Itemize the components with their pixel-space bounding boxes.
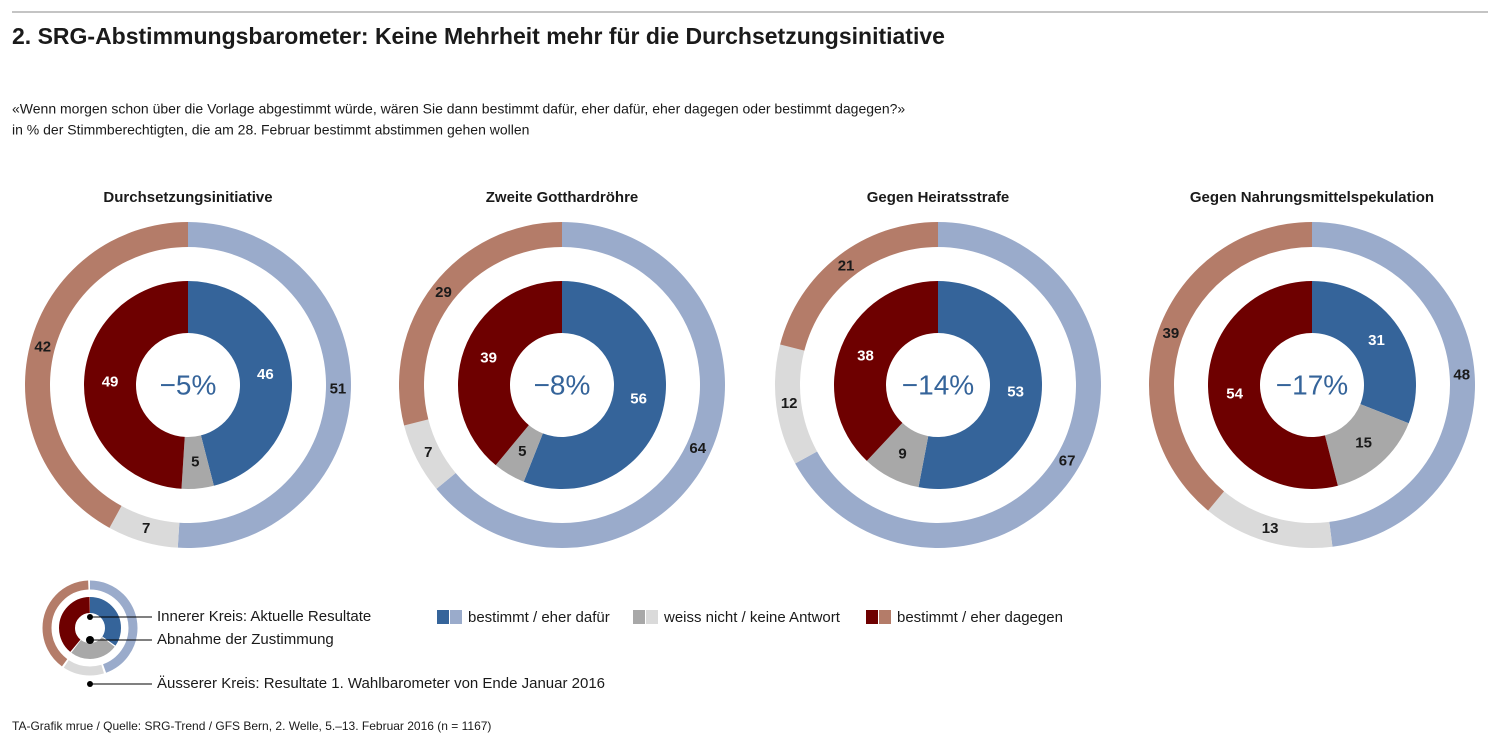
legend-label: bestimmt / eher dafür	[468, 609, 610, 626]
legend-swatch	[879, 610, 891, 624]
outer-segment	[177, 222, 352, 548]
source: TA-Grafik mrue / Quelle: SRG-Trend / GFS…	[12, 719, 491, 733]
key-dot	[87, 614, 93, 620]
value-label: 46	[257, 366, 274, 383]
value-label: 39	[1163, 325, 1180, 342]
key-dot	[87, 681, 93, 687]
value-label: 54	[1226, 386, 1243, 403]
inner-segment	[1324, 404, 1409, 486]
value-label: 7	[424, 444, 432, 461]
value-label: 56	[630, 391, 647, 408]
center-label: −5%	[160, 369, 217, 400]
legend-swatch	[633, 610, 645, 624]
title: 2. SRG-Abstimmungsbarometer: Keine Mehrh…	[12, 23, 945, 49]
outer-segment	[1312, 222, 1476, 547]
outer-segment	[1208, 491, 1333, 549]
legend-label: weiss nicht / keine Antwort	[663, 609, 841, 626]
inner-segment	[181, 435, 214, 489]
value-label: 38	[857, 347, 874, 364]
center-label: −8%	[534, 369, 591, 400]
value-label: 12	[781, 395, 798, 412]
outer-segment	[399, 222, 562, 426]
inner-segment	[1208, 281, 1338, 489]
value-label: 64	[689, 440, 706, 457]
value-label: 21	[838, 257, 855, 274]
subtitle: in % der Stimmberechtigten, die am 28. F…	[12, 122, 529, 138]
key-inner-text: Innerer Kreis: Aktuelle Resultate	[157, 608, 371, 625]
outer-segment	[1149, 222, 1312, 511]
value-label: 5	[518, 443, 526, 460]
legend-swatch	[866, 610, 878, 624]
legend-swatch	[437, 610, 449, 624]
legend-swatch	[646, 610, 658, 624]
value-label: 49	[102, 374, 119, 391]
inner-segment	[918, 281, 1043, 490]
value-label: 5	[191, 454, 199, 471]
outer-segment	[780, 221, 938, 351]
inner-segment	[188, 281, 293, 486]
key-inner-red	[59, 597, 121, 659]
outer-segment	[109, 505, 180, 548]
inner-segment	[523, 281, 667, 489]
value-label: 13	[1262, 520, 1279, 537]
chart-title: Zweite Gotthardröhre	[486, 189, 639, 206]
chart-title: Gegen Nahrungsmittelspekulation	[1190, 189, 1434, 206]
outer-segment	[775, 344, 818, 464]
value-label: 67	[1059, 452, 1076, 469]
key-diagram	[42, 580, 138, 676]
value-label: 9	[898, 445, 906, 462]
key-outer-blue	[42, 580, 138, 676]
value-label: 7	[142, 520, 150, 537]
inner-segment	[834, 281, 938, 461]
inner-segment	[1312, 281, 1416, 424]
inner-segment	[458, 281, 562, 466]
inner-segment	[495, 425, 543, 482]
value-label: 42	[34, 339, 51, 356]
inner-segment	[84, 281, 188, 489]
key-outer-grey	[42, 580, 138, 676]
key-outer-brown	[42, 580, 138, 676]
key-inner-grey	[59, 597, 121, 659]
key-center-text: Abnahme der Zustimmung	[157, 631, 334, 648]
key-outer-text: Äusserer Kreis: Resultate 1. Wahlbaromet…	[157, 675, 605, 692]
center-label: −17%	[1276, 369, 1348, 400]
inner-segment	[866, 422, 929, 488]
value-label: 15	[1355, 434, 1372, 451]
value-label: 31	[1368, 332, 1385, 349]
outer-segment	[404, 419, 456, 489]
question: «Wenn morgen schon über die Vorlage abge…	[12, 101, 905, 117]
value-label: 53	[1007, 383, 1024, 400]
legend-label: bestimmt / eher dagegen	[897, 609, 1063, 626]
legend-swatch	[450, 610, 462, 624]
value-label: 48	[1453, 367, 1470, 384]
value-label: 51	[330, 381, 347, 398]
chart-title: Durchsetzungsinitiative	[103, 189, 272, 206]
outer-segment	[436, 222, 725, 549]
value-label: 29	[435, 284, 452, 301]
center-label: −14%	[902, 369, 974, 400]
chart-title: Gegen Heiratsstrafe	[867, 189, 1010, 206]
outer-segment	[24, 221, 188, 528]
value-label: 39	[480, 350, 497, 367]
